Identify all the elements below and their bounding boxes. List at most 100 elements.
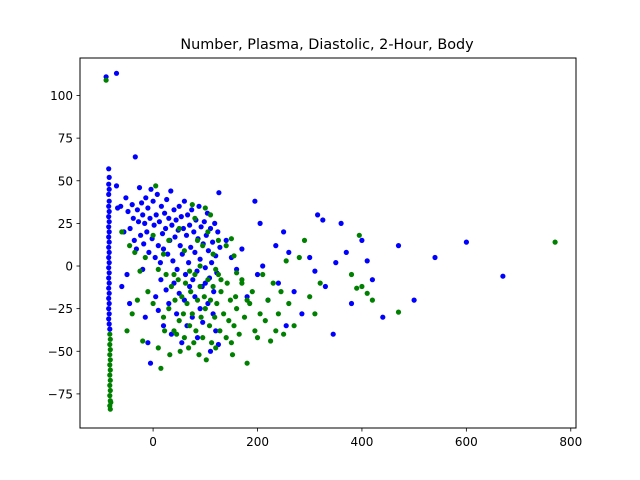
data-point <box>162 328 168 334</box>
data-point <box>157 260 163 266</box>
data-point <box>260 263 266 269</box>
data-point <box>107 382 113 388</box>
data-point <box>218 289 224 295</box>
data-point <box>106 214 112 220</box>
data-point <box>106 181 112 187</box>
data-point <box>181 198 187 204</box>
data-point <box>158 277 164 283</box>
x-tick-label: 0 <box>149 435 157 449</box>
data-point <box>150 198 156 204</box>
data-point <box>249 289 255 295</box>
data-point <box>197 256 203 262</box>
data-point <box>291 323 297 329</box>
data-point <box>106 311 112 317</box>
data-point <box>139 200 145 206</box>
data-point <box>158 203 164 209</box>
plot-frame <box>79 57 577 429</box>
data-point <box>176 225 182 232</box>
data-point <box>106 234 112 240</box>
data-point <box>312 311 318 317</box>
data-point <box>187 222 193 228</box>
data-point <box>181 248 187 254</box>
data-point <box>411 297 417 303</box>
data-point <box>119 229 125 235</box>
data-point <box>395 309 402 315</box>
data-point <box>173 217 179 223</box>
data-point <box>106 203 112 209</box>
y-tick-label: −25 <box>48 302 73 316</box>
data-point <box>145 289 151 295</box>
data-point <box>136 185 143 191</box>
data-point <box>106 174 112 180</box>
data-point <box>106 224 112 230</box>
data-point <box>218 277 224 283</box>
data-point <box>192 249 198 255</box>
data-point <box>286 300 292 307</box>
data-point <box>107 341 113 348</box>
data-point <box>177 243 183 249</box>
data-point <box>107 331 113 337</box>
data-point <box>257 311 263 317</box>
data-point <box>186 260 192 266</box>
data-point <box>189 311 195 317</box>
data-point <box>106 295 112 301</box>
data-point <box>153 294 159 300</box>
data-point <box>369 297 375 303</box>
data-point <box>142 220 148 226</box>
data-point <box>203 357 209 363</box>
data-point <box>200 319 206 325</box>
data-point <box>163 271 169 278</box>
data-point <box>106 186 112 192</box>
data-point <box>196 352 202 358</box>
data-point <box>224 280 230 286</box>
data-point <box>283 323 289 329</box>
x-tick-label: 600 <box>455 435 478 449</box>
data-point <box>205 277 211 283</box>
data-point <box>296 254 302 261</box>
data-point <box>281 229 287 235</box>
data-point <box>187 323 193 329</box>
data-point <box>190 277 196 283</box>
data-point <box>147 360 154 366</box>
data-point <box>197 283 203 290</box>
data-point <box>189 207 195 213</box>
data-point <box>212 220 218 226</box>
data-point <box>312 268 318 274</box>
data-point <box>107 352 113 358</box>
data-point <box>168 188 174 194</box>
data-point <box>233 294 239 300</box>
data-point <box>320 217 326 223</box>
data-point <box>281 331 287 337</box>
data-point <box>106 166 112 172</box>
data-point <box>134 297 140 303</box>
data-point <box>205 248 211 254</box>
y-axis: −75 −50 −25 0 25 50 75 100 <box>48 89 80 401</box>
data-point <box>166 306 172 312</box>
data-point <box>252 328 258 334</box>
data-point <box>273 328 279 334</box>
data-point <box>178 214 184 220</box>
data-point <box>275 311 281 317</box>
data-point <box>223 335 229 341</box>
data-point <box>106 321 112 327</box>
data-point <box>179 294 185 300</box>
data-point <box>286 249 292 255</box>
data-point <box>338 220 344 226</box>
data-point <box>265 297 271 303</box>
data-point <box>129 202 135 208</box>
data-point <box>148 186 154 192</box>
data-point <box>107 367 113 373</box>
data-point <box>207 212 214 218</box>
data-point <box>432 254 438 261</box>
data-point <box>239 280 245 286</box>
data-point <box>291 289 297 295</box>
data-point <box>210 251 216 257</box>
data-point <box>107 357 113 363</box>
data-point <box>343 249 349 255</box>
data-point <box>209 260 215 266</box>
data-point <box>174 331 180 337</box>
data-point <box>140 338 146 344</box>
data-point <box>270 280 276 286</box>
y-tick-label: 25 <box>58 217 73 231</box>
